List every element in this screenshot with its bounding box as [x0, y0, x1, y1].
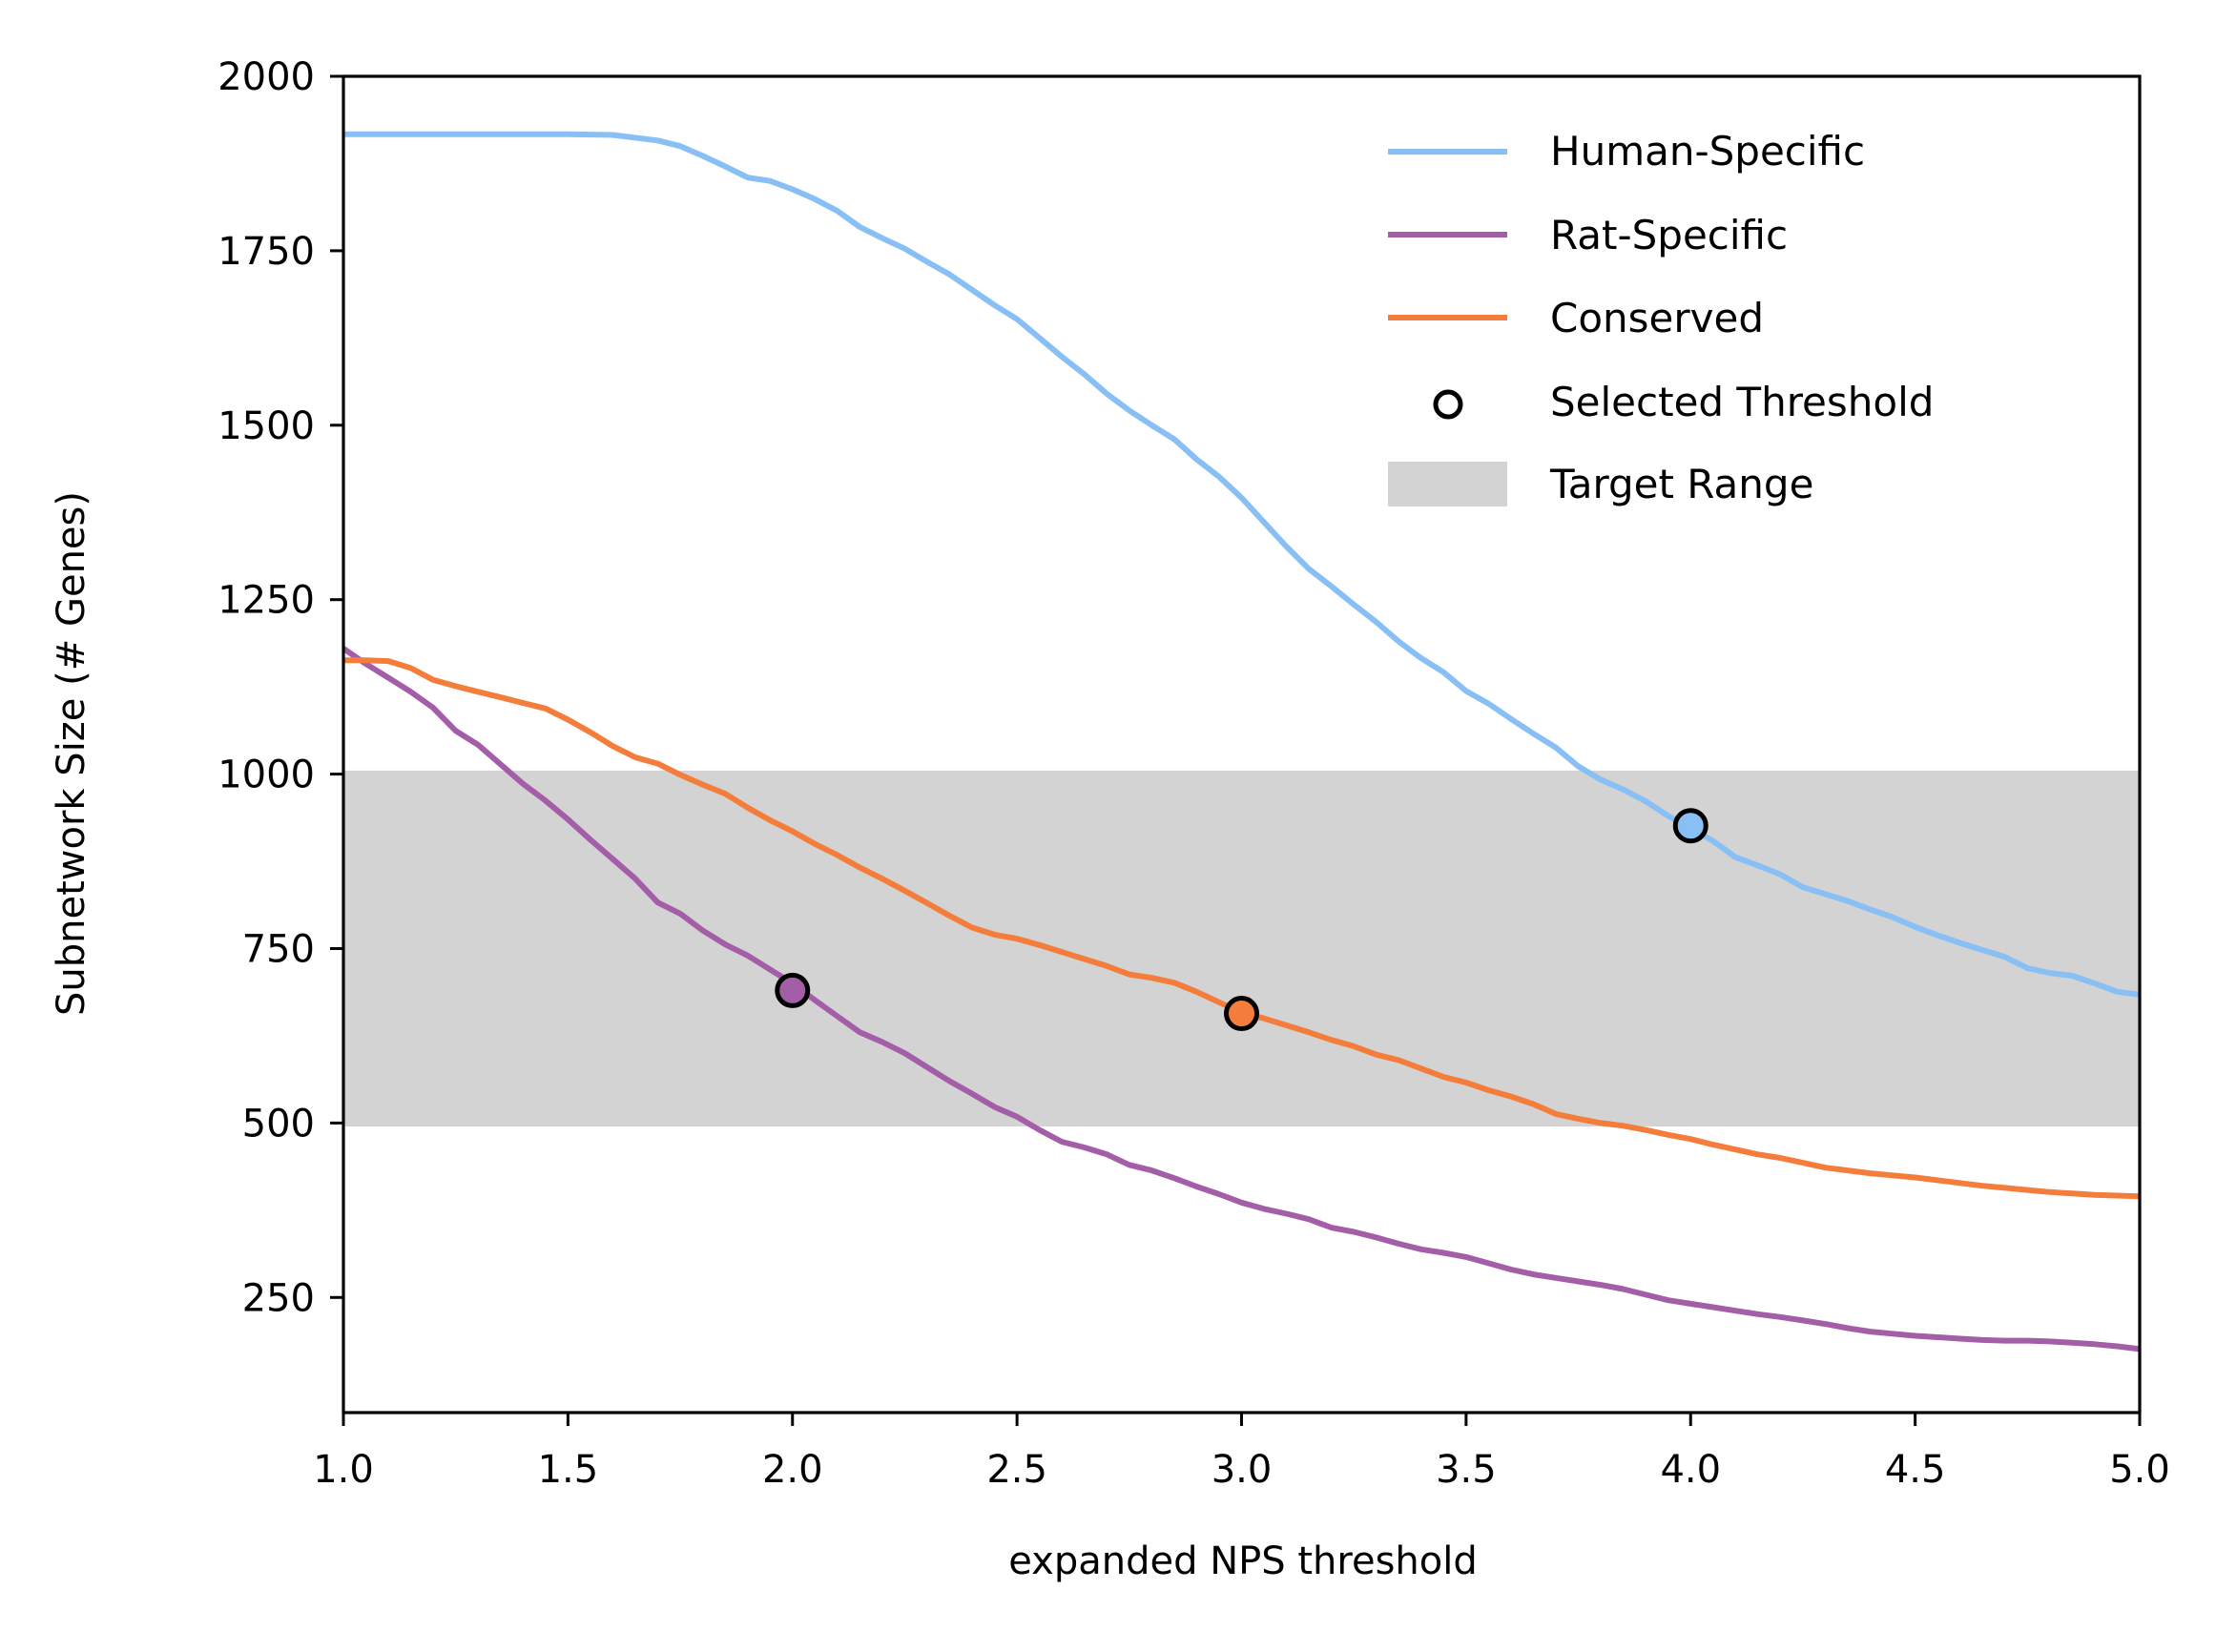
selected-threshold-point-rat-specific [775, 972, 811, 1008]
y-tick-label: 250 [242, 1276, 315, 1320]
x-axis-label: expanded NPS threshold [1008, 1539, 1477, 1583]
legend-label-selected-threshold: Selected Threshold [1550, 379, 1934, 425]
y-tick-label: 1250 [217, 579, 315, 623]
selected-threshold-point-human-specific [1672, 808, 1709, 844]
x-axis: 1.0 1.5 2.0 2.5 3.0 3.5 4.0 4.5 5.0 [313, 1413, 2170, 1492]
legend-label-target-range: Target Range [1549, 461, 1813, 507]
legend-label-conserved: Conserved [1550, 295, 1764, 341]
x-tick-label: 3.5 [1436, 1448, 1497, 1492]
x-tick-label: 5.0 [2109, 1448, 2170, 1492]
y-tick-label: 2000 [217, 55, 315, 99]
legend: Human-Specific Rat-Specific Conserved Se… [1388, 128, 1934, 507]
x-tick-label: 4.0 [1660, 1448, 1721, 1492]
x-tick-label: 2.5 [986, 1448, 1047, 1492]
y-tick-label: 750 [242, 927, 315, 971]
selected-threshold-markers [775, 808, 1709, 1032]
target-range-band [343, 770, 2140, 1127]
plot-area [342, 74, 2142, 1415]
series-line-rat-specific [342, 646, 2141, 1353]
y-tick-label: 1500 [217, 404, 315, 448]
x-tick-label: 2.0 [762, 1448, 823, 1492]
x-tick-label: 4.5 [1885, 1448, 1946, 1492]
legend-label-human-specific: Human-Specific [1550, 128, 1865, 175]
y-axis-label: Subnetwork Size (# Genes) [50, 491, 93, 1016]
y-tick-label: 1750 [217, 230, 315, 274]
y-axis: 250 500 750 1000 1250 1500 1750 2000 [217, 55, 343, 1320]
legend-label-rat-specific: Rat-Specific [1550, 212, 1788, 258]
x-tick-label: 1.5 [538, 1448, 599, 1492]
legend-swatch-target-range [1388, 462, 1507, 506]
y-tick-label: 500 [242, 1102, 315, 1146]
legend-marker-selected-threshold [1433, 389, 1463, 420]
selected-threshold-point-conserved [1224, 996, 1259, 1032]
x-tick-label: 3.0 [1212, 1448, 1273, 1492]
y-tick-label: 1000 [217, 754, 315, 797]
x-tick-label: 1.0 [313, 1448, 374, 1492]
series-line-human-specific [343, 131, 2141, 998]
